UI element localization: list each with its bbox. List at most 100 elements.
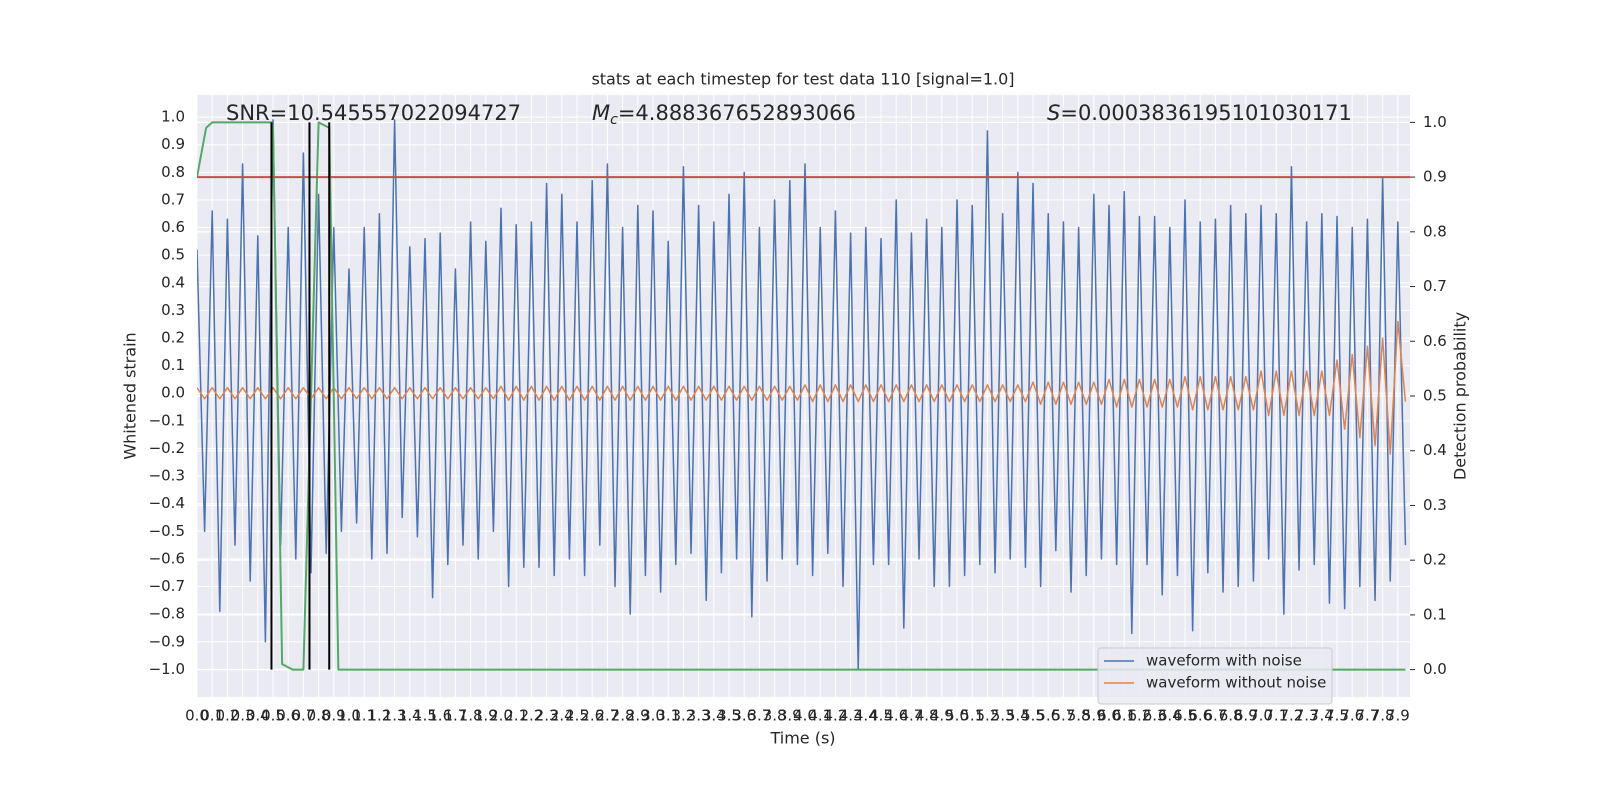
x-tick-label: 3.1 xyxy=(656,707,680,725)
x-tick-label: 1.8 xyxy=(459,707,483,725)
y-tick-label: −0.1 xyxy=(149,411,185,429)
y-tick-label: 0.1 xyxy=(161,356,185,374)
y-tick-label: −0.7 xyxy=(149,577,185,595)
x-tick-label: 1.9 xyxy=(474,707,498,725)
x-tick-label: 6.9 xyxy=(1234,707,1258,725)
y-tick-label: −0.9 xyxy=(149,632,185,650)
x-tick-label: 6.0 xyxy=(1097,707,1121,725)
x-tick-label: 0.0 xyxy=(185,707,209,725)
y-tick-label: 0.5 xyxy=(161,246,185,264)
annotation-text: =4.888367652893066 xyxy=(618,101,856,125)
x-tick-label: 2.5 xyxy=(565,707,589,725)
x-tick-label: 5.2 xyxy=(975,707,999,725)
x-tick-label: 3.8 xyxy=(763,707,787,725)
y-axis-label: Whitened strain xyxy=(121,332,140,459)
y2-tick-label: 0.2 xyxy=(1423,551,1447,569)
x-tick-label: 6.1 xyxy=(1112,707,1136,725)
y2-tick-label: 0.3 xyxy=(1423,496,1447,514)
y2-tick-label: 0.0 xyxy=(1423,660,1447,678)
x-tick-label: 4.1 xyxy=(808,707,832,725)
x-tick-label: 2.1 xyxy=(504,707,528,725)
legend-label: waveform with noise xyxy=(1146,652,1302,670)
x-tick-label: 4.4 xyxy=(854,707,878,725)
x-tick-label: 5.7 xyxy=(1051,707,1075,725)
y-tick-label: 0.7 xyxy=(161,190,185,208)
x-tick-label: 3.6 xyxy=(732,707,756,725)
y-tick-label: 0.3 xyxy=(161,301,185,319)
annotation: SNR=10.545557022094727 xyxy=(226,101,521,125)
x-tick-label: 6.3 xyxy=(1143,707,1167,725)
x-tick-label: 2.4 xyxy=(550,707,574,725)
y-tick-label: 0.9 xyxy=(161,135,185,153)
y2-tick-label: 0.6 xyxy=(1423,332,1447,350)
y-tick-label: −0.5 xyxy=(149,522,185,540)
x-tick-label: 5.9 xyxy=(1082,707,1106,725)
x-tick-label: 1.0 xyxy=(337,707,361,725)
y2-tick-label: 0.8 xyxy=(1423,222,1447,240)
x-tick-label: 7.8 xyxy=(1371,707,1395,725)
annotation: Mc=4.888367652893066 xyxy=(592,101,856,128)
x-tick-label: 5.5 xyxy=(1021,707,1045,725)
x-tick-label: 7.6 xyxy=(1340,707,1364,725)
x-tick-label: 2.8 xyxy=(611,707,635,725)
x-tick-label: 6.2 xyxy=(1128,707,1152,725)
y2-tick-label: 0.5 xyxy=(1423,387,1447,405)
x-tick-label: 0.4 xyxy=(246,707,270,725)
annotation-symbol: M xyxy=(592,101,610,125)
x-tick-label: 1.6 xyxy=(428,707,452,725)
x-tick-label: 4.8 xyxy=(915,707,939,725)
x-tick-label: 5.3 xyxy=(991,707,1015,725)
x-tick-label: 2.0 xyxy=(489,707,513,725)
y-tick-label: 0.2 xyxy=(161,329,185,347)
legend-label: waveform without noise xyxy=(1146,674,1326,692)
x-tick-label: 1.3 xyxy=(383,707,407,725)
y2-tick-label: 1.0 xyxy=(1423,113,1447,131)
x-tick-label: 0.6 xyxy=(276,707,300,725)
x-tick-label: 3.4 xyxy=(702,707,726,725)
y-tick-label: −1.0 xyxy=(149,660,185,678)
x-tick-label: 1.2 xyxy=(367,707,391,725)
annotation-text: SNR=10.545557022094727 xyxy=(226,101,521,125)
x-tick-label: 0.2 xyxy=(215,707,239,725)
y2-tick-label: 0.1 xyxy=(1423,605,1447,623)
series-line xyxy=(197,121,1406,671)
y-tick-label: −0.4 xyxy=(149,494,185,512)
annotation-symbol: S xyxy=(1047,101,1060,125)
x-tick-label: 0.1 xyxy=(200,707,224,725)
x-tick-label: 3.3 xyxy=(687,707,711,725)
x-tick-label: 2.9 xyxy=(626,707,650,725)
x-tick-label: 4.9 xyxy=(930,707,954,725)
x-tick-label: 7.4 xyxy=(1310,707,1334,725)
x-axis-label: Time (s) xyxy=(769,729,835,748)
x-tick-label: 2.3 xyxy=(535,707,559,725)
x-tick-label: 5.1 xyxy=(960,707,984,725)
x-tick-label: 7.7 xyxy=(1356,707,1380,725)
x-tick-label: 1.5 xyxy=(413,707,437,725)
x-tick-label: 3.9 xyxy=(778,707,802,725)
x-tick-label: 4.0 xyxy=(793,707,817,725)
x-tick-label: 7.5 xyxy=(1325,707,1349,725)
x-tick-label: 7.9 xyxy=(1386,707,1410,725)
y2-tick-label: 0.7 xyxy=(1423,277,1447,295)
x-tick-label: 4.6 xyxy=(884,707,908,725)
y-tick-label: 0.6 xyxy=(161,218,185,236)
y2-tick-label: 0.9 xyxy=(1423,168,1447,186)
x-tick-label: 3.2 xyxy=(671,707,695,725)
x-tick-label: 1.1 xyxy=(352,707,376,725)
x-tick-label: 6.7 xyxy=(1204,707,1228,725)
x-tick-label: 6.4 xyxy=(1158,707,1182,725)
x-tick-label: 0.8 xyxy=(307,707,331,725)
x-tick-label: 3.7 xyxy=(747,707,771,725)
x-tick-label: 7.1 xyxy=(1264,707,1288,725)
x-tick-label: 3.5 xyxy=(717,707,741,725)
x-tick-label: 7.3 xyxy=(1295,707,1319,725)
y-tick-label: −0.6 xyxy=(149,549,185,567)
labels: 0.00.10.20.30.40.50.60.70.80.91.01.11.21… xyxy=(149,101,1447,725)
x-tick-label: 6.6 xyxy=(1188,707,1212,725)
x-tick-label: 4.2 xyxy=(823,707,847,725)
x-tick-label: 5.0 xyxy=(945,707,969,725)
x-tick-label: 4.3 xyxy=(839,707,863,725)
y-tick-label: 1.0 xyxy=(161,108,185,126)
x-tick-label: 4.5 xyxy=(869,707,893,725)
